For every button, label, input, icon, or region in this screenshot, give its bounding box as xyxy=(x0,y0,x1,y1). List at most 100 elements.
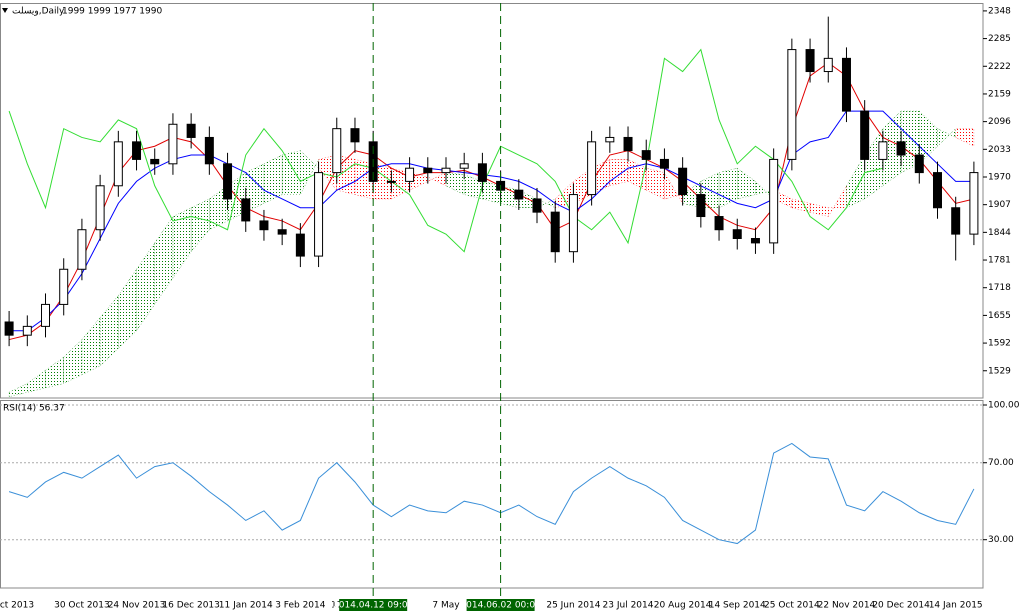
candle-body xyxy=(696,194,706,218)
y-tick-label: 1844 xyxy=(988,228,1011,238)
candle-body xyxy=(477,163,487,182)
y-tick-label: 2222 xyxy=(988,62,1011,72)
candle-body xyxy=(750,238,760,244)
candle-body xyxy=(568,194,578,253)
cloud-segment xyxy=(427,172,447,187)
cloud-segment xyxy=(718,167,738,209)
highlight-label-bg xyxy=(466,599,535,611)
y-tick-label: 2096 xyxy=(988,117,1011,127)
candle-body xyxy=(22,325,32,336)
candle-body xyxy=(441,167,451,174)
candle-body xyxy=(896,141,906,156)
cloud-segment xyxy=(882,110,902,187)
cloud-segment xyxy=(99,295,119,367)
candle-body xyxy=(223,163,233,200)
candle-body xyxy=(678,167,688,196)
price-panel xyxy=(0,3,984,399)
x-tick-label: 14 Sep 2014 xyxy=(709,601,766,611)
chart-title: ویسلت,Daily xyxy=(12,7,65,17)
candle-body xyxy=(623,136,633,152)
x-tick-label: 25 Oct 2014 xyxy=(764,601,820,611)
cloud-segment xyxy=(281,150,301,195)
candle-body xyxy=(550,211,560,253)
y-tick-label: 1718 xyxy=(988,283,1011,293)
candle-body xyxy=(823,57,833,73)
x-tick-label: 30 Oct 2013 xyxy=(54,601,110,611)
candle-body xyxy=(277,229,287,235)
rsi-title: RSI(14) 56.37 xyxy=(3,404,65,414)
candle-body xyxy=(587,141,597,196)
cloud-segment xyxy=(63,339,83,384)
y-tick-label: 1970 xyxy=(988,172,1011,182)
candle-body xyxy=(878,141,888,160)
ohlc-readout: 1999 1999 1977 1990 xyxy=(62,7,162,17)
cloud-segment xyxy=(609,159,629,187)
x-tick-label: 23 Jul 2014 xyxy=(603,601,654,611)
cloud-segment xyxy=(864,128,884,200)
x-tick-label: 24 Nov 2013 xyxy=(108,601,166,611)
candle-body xyxy=(951,207,961,235)
plot-layer: 2348 2285 2222 2159 2096 2033 1970 1907 1844 1781… xyxy=(0,3,1020,611)
candle-body xyxy=(732,229,742,240)
x-tick-label: 25 Jun 2014 xyxy=(546,601,600,611)
y-tick-label: 2033 xyxy=(988,145,1011,155)
cloud-segment xyxy=(573,167,592,204)
x-tick-label: 11 Jan 2014 xyxy=(219,601,273,611)
x-tick-label: 20 Aug 2014 xyxy=(654,601,712,611)
y-tick-label: 1655 xyxy=(988,311,1011,321)
candle-body xyxy=(605,136,615,143)
x-tick-label: 17 xyxy=(331,601,342,611)
y-tick-label: 1781 xyxy=(988,256,1011,266)
candle-body xyxy=(314,172,324,257)
y-tick-label: 1529 xyxy=(988,366,1011,376)
cloud-segment xyxy=(118,268,137,349)
candle-body xyxy=(168,123,178,165)
y-tick-label: 70.00 xyxy=(988,458,1014,468)
y-tick-label: 2285 xyxy=(988,34,1011,44)
indicator-line xyxy=(8,48,883,253)
cloud-segment xyxy=(172,207,192,279)
candle-body xyxy=(659,158,669,169)
candle-body xyxy=(259,220,269,231)
candle-body xyxy=(132,141,142,160)
cloud-segment xyxy=(773,189,793,209)
highlight-label-bg xyxy=(339,599,408,611)
menu-arrow xyxy=(2,8,8,13)
x-tick-label: 20 Dec 2014 xyxy=(872,601,930,611)
candle-body xyxy=(423,167,433,174)
cloud-segment xyxy=(154,215,174,306)
x-tick-label: 7 May xyxy=(432,601,460,611)
cloud-segment xyxy=(354,159,374,200)
cloud-segment xyxy=(828,185,847,218)
rsi-line xyxy=(8,442,975,545)
cloud-segment xyxy=(81,317,101,376)
candle-body xyxy=(77,229,87,270)
candle-body xyxy=(386,180,396,183)
cloud-segment xyxy=(536,198,556,209)
cloud-segment xyxy=(955,128,975,147)
candle-body xyxy=(113,141,123,187)
candle-body xyxy=(405,167,415,182)
cloud-segment xyxy=(737,167,756,200)
y-tick-label: 1907 xyxy=(988,200,1011,210)
cloud-segment xyxy=(45,356,64,389)
candle-body xyxy=(805,49,815,73)
candle-body xyxy=(204,136,214,165)
candle-body xyxy=(641,150,651,160)
y-tick-label: 2159 xyxy=(988,89,1011,99)
cloud-segment xyxy=(791,198,811,213)
cloud-segment xyxy=(136,242,155,332)
cloud-segment xyxy=(27,369,46,393)
candle-body xyxy=(514,189,524,200)
y-tick-label: 30.00 xyxy=(988,535,1014,545)
cloud-segment xyxy=(190,198,210,253)
x-tick-label: 16 Dec 2013 xyxy=(162,601,220,611)
candle-body xyxy=(95,185,105,231)
candle-body xyxy=(860,110,870,160)
x-tick-label: 22 Nov 2014 xyxy=(818,601,876,611)
x-tick-label: 14 Jan 2015 xyxy=(929,601,983,611)
cloud-segment xyxy=(8,383,28,397)
candle-body xyxy=(332,128,342,174)
candle-body xyxy=(59,268,69,305)
